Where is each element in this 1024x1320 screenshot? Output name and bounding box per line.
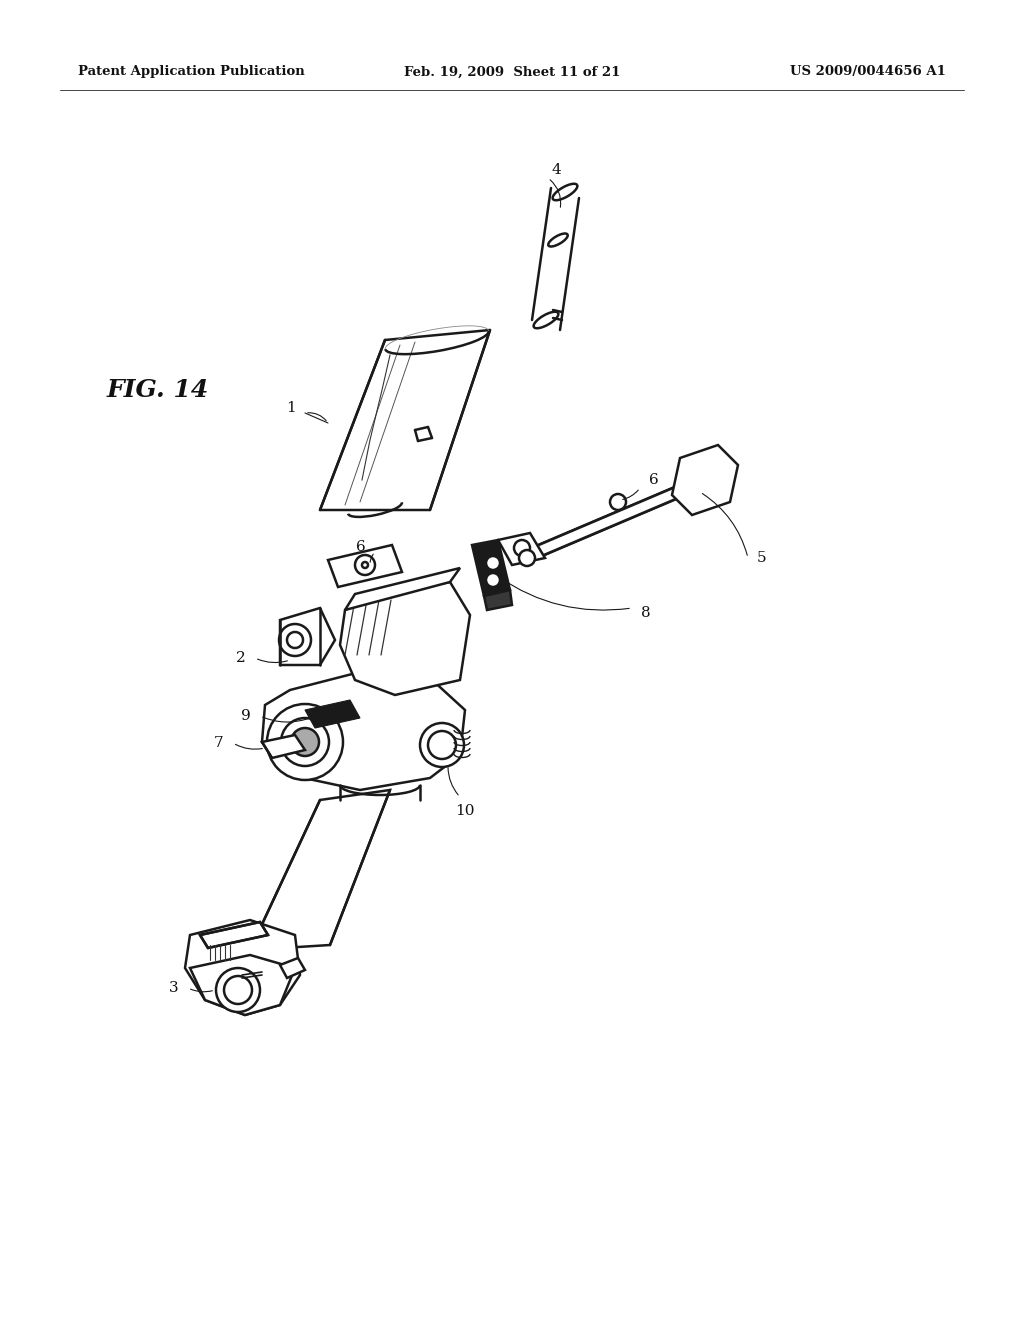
Circle shape: [216, 968, 260, 1012]
Polygon shape: [345, 568, 460, 610]
Polygon shape: [319, 330, 490, 510]
Polygon shape: [472, 540, 510, 597]
Polygon shape: [190, 954, 295, 1015]
Circle shape: [514, 540, 530, 556]
Circle shape: [291, 729, 319, 756]
Text: Feb. 19, 2009  Sheet 11 of 21: Feb. 19, 2009 Sheet 11 of 21: [403, 66, 621, 78]
Text: 6: 6: [649, 473, 658, 487]
Polygon shape: [262, 735, 305, 758]
Text: 1: 1: [286, 401, 296, 414]
Polygon shape: [185, 920, 300, 1015]
Circle shape: [519, 550, 535, 566]
Polygon shape: [280, 958, 305, 978]
Polygon shape: [484, 590, 512, 610]
Polygon shape: [498, 533, 545, 565]
Polygon shape: [305, 700, 360, 729]
Text: FIG. 14: FIG. 14: [106, 378, 209, 403]
Circle shape: [355, 554, 375, 576]
Circle shape: [224, 975, 252, 1005]
Circle shape: [486, 556, 500, 570]
Polygon shape: [340, 582, 470, 696]
Circle shape: [267, 704, 343, 780]
Text: 6: 6: [356, 540, 366, 554]
Text: 10: 10: [456, 804, 475, 818]
Polygon shape: [280, 609, 335, 665]
Text: 9: 9: [241, 709, 251, 723]
Text: Patent Application Publication: Patent Application Publication: [78, 66, 305, 78]
Text: 2: 2: [237, 651, 246, 665]
Text: 8: 8: [641, 606, 651, 620]
Circle shape: [610, 494, 626, 510]
Polygon shape: [328, 545, 402, 587]
Polygon shape: [262, 672, 465, 789]
Polygon shape: [520, 484, 685, 564]
Circle shape: [486, 573, 500, 587]
Polygon shape: [250, 789, 390, 950]
Text: 5: 5: [757, 550, 767, 565]
Text: 4: 4: [551, 162, 561, 177]
Text: US 2009/0044656 A1: US 2009/0044656 A1: [791, 66, 946, 78]
Circle shape: [420, 723, 464, 767]
Text: 3: 3: [169, 981, 179, 995]
Text: 7: 7: [214, 737, 224, 750]
Circle shape: [281, 718, 329, 766]
Polygon shape: [672, 445, 738, 515]
Circle shape: [428, 731, 456, 759]
Polygon shape: [200, 921, 268, 948]
